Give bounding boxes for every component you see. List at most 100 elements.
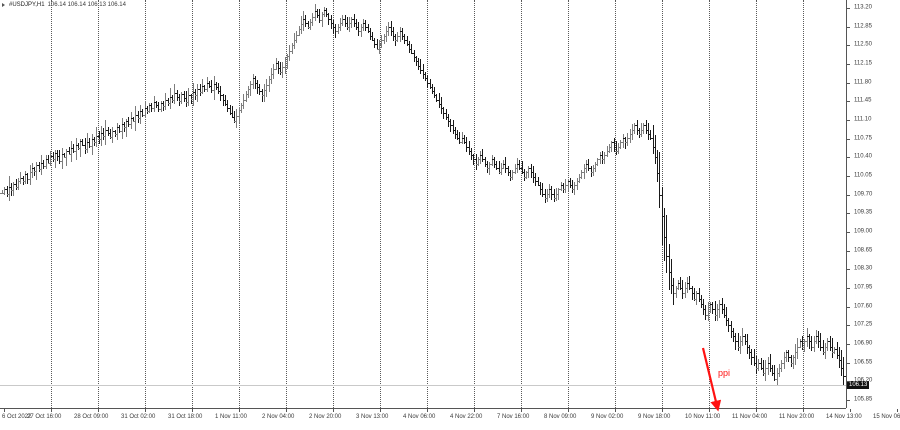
ohlc-open-tick — [214, 83, 216, 85]
ohlc-open-tick — [437, 99, 439, 101]
ohlc-open-tick — [179, 100, 181, 102]
ohlc-open-tick — [99, 139, 101, 141]
ohlc-open-tick — [802, 346, 804, 348]
axis-bottom — [0, 408, 846, 409]
ohlc-bar — [756, 358, 761, 372]
ohlc-bar — [667, 243, 672, 290]
ohlc-open-tick — [363, 22, 365, 24]
ohlc-bar — [106, 126, 111, 137]
time-axis-label: 15 Nov 06:00 — [873, 414, 900, 420]
time-axis-label: 6 Oct 2022 — [2, 414, 32, 420]
ohlc-open-tick — [664, 237, 666, 239]
ohlc-bar — [635, 120, 640, 136]
ohlc-open-tick — [0, 192, 2, 194]
ohlc-bar — [294, 30, 299, 44]
ohlc-open-tick — [837, 354, 839, 356]
gridline-vertical — [803, 0, 804, 408]
ohlc-bar — [731, 327, 736, 343]
ohlc-bar — [336, 24, 341, 35]
price-scale[interactable]: 106.13 113.20 112.85 112.50 112.15 111.80 111… — [846, 0, 900, 408]
ohlc-open-tick — [32, 167, 34, 169]
ohlc-open-tick — [818, 341, 820, 343]
price-tick — [847, 26, 850, 28]
price-tick — [847, 362, 850, 364]
ohlc-open-tick — [345, 22, 347, 24]
ohlc-open-tick — [310, 21, 312, 23]
time-tick — [850, 409, 851, 412]
ohlc-bar — [766, 356, 771, 376]
ohlc-bar — [439, 97, 444, 115]
ohlc-bar — [103, 120, 108, 145]
ohlc-open-tick — [687, 282, 689, 284]
time-axis-label: 1 Nov 11:00 — [215, 414, 247, 420]
ohlc-open-tick — [522, 172, 524, 174]
ohlc-bar — [97, 131, 102, 145]
ohlc-open-tick — [5, 189, 7, 191]
ohlc-bar — [7, 176, 12, 202]
ohlc-open-tick — [795, 351, 797, 353]
ohlc-bar — [412, 50, 417, 62]
ohlc-open-tick — [297, 34, 299, 36]
ohlc-open-tick — [228, 108, 230, 110]
ohlc-open-tick — [67, 150, 69, 152]
ohlc-bar — [14, 179, 19, 191]
ohlc-bar — [310, 12, 315, 27]
ohlc-bar — [368, 28, 373, 40]
axis-right — [846, 0, 847, 408]
ohlc-bar — [166, 97, 171, 107]
ohlc-open-tick — [823, 351, 825, 353]
ohlc-open-tick — [340, 22, 342, 24]
ohlc-open-tick — [554, 197, 556, 199]
ohlc-open-tick — [361, 27, 363, 29]
ohlc-open-tick — [655, 157, 657, 159]
gridline-vertical — [380, 0, 381, 408]
ohlc-open-tick — [170, 96, 172, 98]
ohlc-bar — [416, 57, 421, 71]
ohlc-open-tick — [600, 155, 602, 157]
ohlc-bar — [140, 109, 145, 118]
ohlc-bar — [372, 38, 377, 48]
ohlc-bar — [39, 154, 44, 176]
ohlc-open-tick — [338, 27, 340, 29]
ohlc-open-tick — [336, 31, 338, 33]
ohlc-bar — [297, 25, 302, 37]
ohlc-open-tick — [94, 142, 96, 144]
ohlc-open-tick — [763, 373, 765, 375]
price-axis-label: 109.00 — [854, 228, 873, 235]
ohlc-open-tick — [425, 78, 427, 80]
time-scale[interactable]: 6 Oct 2022 27 Oct 16:00 28 Oct 09:00 31 Oct… — [0, 409, 900, 430]
ohlc-bar — [483, 157, 488, 167]
time-tick — [568, 409, 569, 412]
ohlc-open-tick — [798, 346, 800, 348]
ohlc-bar — [301, 10, 306, 31]
ohlc-open-tick — [103, 135, 105, 137]
ohlc-open-tick — [759, 362, 761, 364]
ohlc-open-tick — [41, 162, 43, 164]
price-axis-label: 110.40 — [854, 153, 872, 160]
ohlc-open-tick — [400, 31, 402, 33]
ohlc-open-tick — [414, 57, 416, 59]
ohlc-bar — [74, 138, 79, 160]
ohlc-bar — [793, 344, 798, 365]
ohlc-open-tick — [28, 178, 30, 180]
ohlc-open-tick — [14, 183, 16, 185]
ohlc-open-tick — [492, 159, 494, 161]
ohlc-open-tick — [646, 129, 648, 131]
ohlc-open-tick — [520, 167, 522, 169]
ohlc-open-tick — [462, 138, 464, 140]
price-tick — [847, 45, 850, 47]
ohlc-bar — [816, 330, 821, 348]
ohlc-open-tick — [457, 138, 459, 140]
ohlc-bar — [522, 169, 527, 181]
ohlc-bar — [16, 178, 21, 190]
plot-area[interactable] — [0, 0, 846, 408]
ohlc-open-tick — [430, 86, 432, 88]
ohlc-bar — [841, 357, 846, 385]
ohlc-bar — [101, 127, 106, 141]
ohlc-open-tick — [232, 116, 234, 118]
ohlc-open-tick — [835, 349, 837, 351]
ohlc-open-tick — [76, 144, 78, 146]
collapse-arrow-icon[interactable] — [2, 3, 5, 7]
ohlc-bar — [706, 302, 711, 321]
price-axis-label: 107.25 — [854, 321, 873, 328]
